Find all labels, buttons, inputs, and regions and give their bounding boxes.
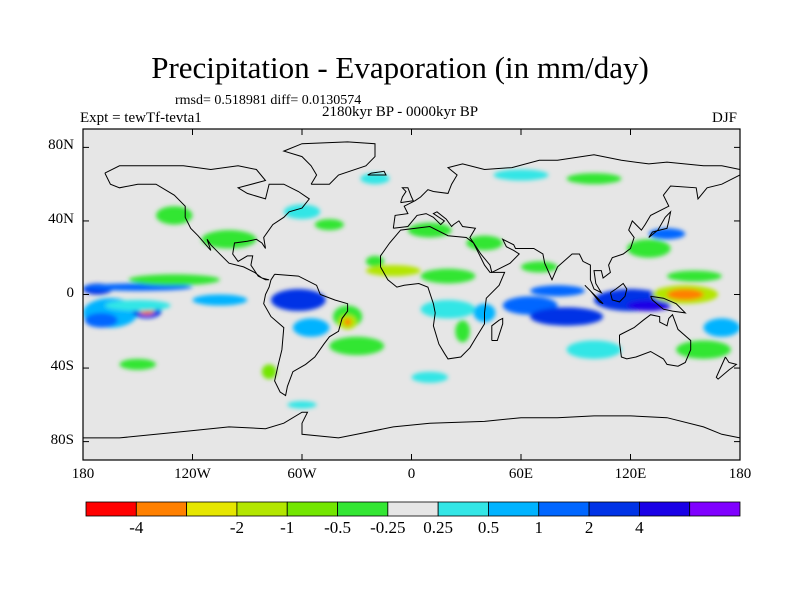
coastline-13 [715,356,738,380]
colorbar-swatch-7 [437,501,489,517]
lon-tick-label: 120W [174,466,211,482]
coastline-layer [83,141,740,439]
anomaly-blob-15 [329,336,385,356]
anomaly-blob-46 [411,371,448,383]
anomaly-blob-24 [521,261,558,273]
anomaly-blob-22 [407,222,452,238]
anomaly-blob-14 [343,318,352,326]
lon-tick-label: 60E [508,466,534,482]
anomaly-blob-32 [626,300,671,312]
anomaly-blob-37 [648,228,686,240]
coastline-10 [650,295,687,314]
field-layer [83,169,740,409]
colorbar-swatch-8 [488,501,540,517]
anomaly-blob-29 [530,307,604,326]
anomaly-blob-41 [283,204,321,220]
anomaly-blob-16 [201,230,257,249]
anomaly-blob-4 [84,312,118,328]
anomaly-blob-8 [128,274,220,286]
coastline-11 [648,210,672,238]
colorbar-label: -0.25 [370,518,406,537]
anomaly-blob-40 [566,340,622,359]
lat-tick-label: 40S [50,358,74,375]
colorbar-label: -4 [129,518,144,537]
anomaly-blob-42 [493,169,549,181]
coastline-9 [609,282,628,303]
colorbar-label: 0.5 [477,518,500,537]
anomaly-blob-36 [626,239,671,258]
plot-title: Precipitation - Evaporation (in mm/day) [151,50,649,85]
anomaly-blob-45 [261,364,277,380]
colorbar-label: -1 [280,518,295,537]
lon-tick-label: 120E [614,466,647,482]
colorbar-swatch-6 [387,501,439,517]
anomaly-blob-10 [270,288,326,312]
anomaly-blob-9 [192,294,248,306]
lat-tick-label: 0 [66,284,75,301]
anomaly-blob-7 [83,283,193,291]
period-label: 2180kyr BP - 0000kyr BP [322,104,479,120]
season-label: DJF [712,110,738,126]
anomaly-blob-11 [292,318,330,337]
lat-tick-label: 80S [50,431,74,448]
colorbar-label: -0.5 [324,518,351,537]
colorbar-swatch-1 [135,501,188,517]
coastline-1 [263,273,349,397]
anomaly-blob-26 [455,320,470,343]
anomaly-blob-17 [156,206,193,225]
anomaly-blob-19 [365,255,385,267]
colorbar-swatch-9 [538,501,590,517]
anomaly-blob-30 [530,285,585,297]
anomaly-blob-23 [466,235,503,251]
coastline-6 [83,411,740,439]
coastline-8 [584,284,604,305]
anomaly-blob-34 [667,288,704,301]
anomaly-blob-43 [566,173,622,185]
coastline-14 [367,170,387,176]
colorbar-swatch-2 [186,501,238,517]
coastline-2 [380,225,506,360]
colorbar-label: -2 [229,518,244,537]
coastline-5 [282,141,376,185]
anomaly-blob-18 [314,219,344,231]
coastline-4 [619,313,692,367]
anomaly-blob-5 [104,300,171,312]
anomaly-blob-39 [676,340,731,359]
colorbar-swatch-10 [588,501,640,517]
coastline-0 [104,165,311,281]
lon-tick-label: 0 [407,466,416,482]
anomaly-blob-48 [287,401,317,409]
anomaly-blob-21 [420,268,476,284]
axis-ticks [82,129,741,460]
colorbar-label: 1 [534,518,544,537]
colorbar-swatch-12 [689,501,741,517]
lat-tick-label: 40N [48,210,74,227]
anomaly-blob-38 [703,318,740,337]
anomaly-blob-25 [420,300,476,319]
experiment-label: Expt = tewTf-tevta1 [80,110,202,126]
lon-tick-label: 180 [71,466,95,482]
lat-tick-label: 80N [48,137,74,154]
colorbar-swatch-4 [286,501,338,517]
coastline-3 [392,154,740,294]
colorbar-swatch-5 [337,501,389,517]
coastline-7 [491,317,504,341]
anomaly-blob-20 [365,265,421,277]
colorbar-label: 2 [584,518,594,537]
stats-label: rmsd= 0.518981 diff= 0.0130574 [175,93,362,108]
lon-tick-label: 180 [728,466,752,482]
lon-tick-label: 60W [287,466,317,482]
anomaly-blob-44 [360,173,390,185]
colorbar-swatch-11 [638,501,691,517]
coastline-12 [400,187,415,204]
colorbar [85,501,741,517]
anomaly-blob-35 [667,270,722,282]
anomaly-blob-47 [119,358,156,370]
colorbar-label: 4 [635,518,644,537]
colorbar-swatch-3 [236,501,288,517]
colorbar-label: 0.25 [423,518,454,537]
colorbar-swatch-0 [85,501,137,517]
